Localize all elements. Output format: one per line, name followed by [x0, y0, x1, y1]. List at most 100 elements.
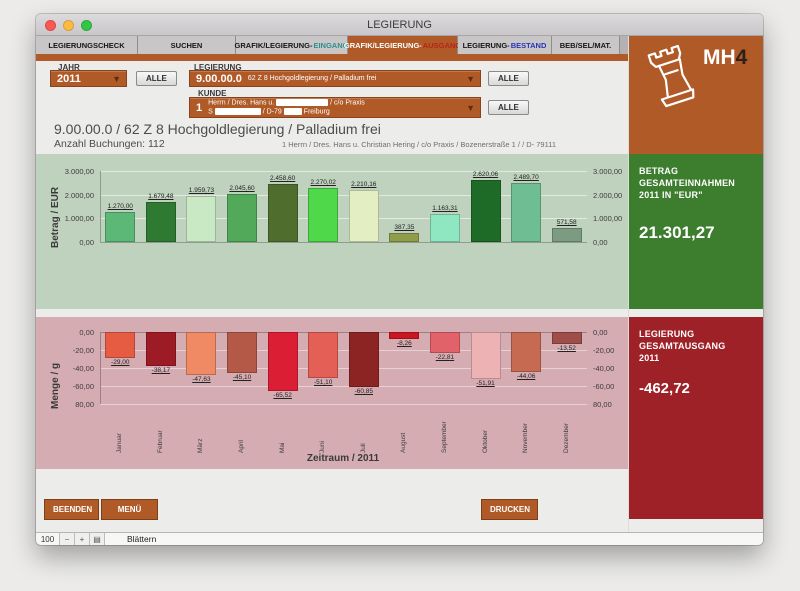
bar-februar — [145, 202, 176, 242]
bar-märz — [186, 195, 217, 242]
summary-line: GESAMTAUSGANG — [639, 341, 726, 351]
tab-label: GRAFIK/LEGIERUNG- — [234, 40, 313, 50]
bar-value-label: 1.270,00 — [107, 202, 133, 210]
jahr-value: 2011 — [57, 72, 81, 85]
bar-value-label: -47,63 — [192, 375, 211, 383]
summary-line: 2011 — [639, 353, 660, 363]
bar-value-label: -65,52 — [273, 391, 292, 399]
bar-value-label: -45,10 — [232, 373, 252, 381]
chart-einnahmen: Betrag / EUR 3.000,00 3.000,00 2.000,00 2.0… — [36, 154, 628, 309]
mode-indicator: Blättern — [127, 534, 157, 544]
bar-november — [511, 332, 542, 372]
bar-september — [429, 332, 460, 353]
traffic-lights — [45, 20, 92, 31]
gridline — [100, 332, 587, 333]
bookings-count: Anzahl Buchungen: 112 — [54, 138, 165, 150]
kunde-alle-button[interactable]: ALLE — [488, 100, 529, 115]
y-tick-label: 1.000,00 — [64, 214, 94, 224]
tab-label: BEB/SEL/MAT. — [559, 40, 612, 50]
legierung-alle-button[interactable]: ALLE — [488, 71, 529, 86]
kunde-code: 1 — [196, 101, 203, 114]
customer-line: 1 Herrn / Dres. Hans u. Christian Hering… — [282, 140, 556, 149]
bar-juni — [308, 188, 339, 242]
tab-beb-sel-mat[interactable]: BEB/SEL/MAT. — [552, 36, 620, 54]
bar-value-label: -22,81 — [435, 353, 455, 361]
einnahmen-summary-panel: BETRAG GESAMTEINNAHMEN 2011 IN "EUR" 21.… — [629, 154, 763, 309]
bar-oktober — [470, 332, 501, 379]
bar-juli — [348, 189, 379, 242]
bar-value-label: -29,00 — [111, 359, 130, 367]
bar-mai — [267, 332, 298, 391]
bar-value-label: 571,58 — [556, 219, 577, 227]
y-tick-label: 3.000,00 — [593, 167, 623, 176]
y-axis-line — [100, 332, 101, 404]
bar-value-label: -13,52 — [557, 345, 576, 353]
y-axis-line — [100, 171, 101, 242]
month-label-juli: Juli — [359, 443, 367, 453]
einnahmen-total-value: 21.301,27 — [639, 223, 715, 242]
zoom-out-button[interactable]: − — [60, 533, 75, 545]
y-tick-label: 2.000,00 — [64, 190, 94, 200]
tab-legierungscheck[interactable]: LEGIERUNGSCHECK — [36, 36, 138, 54]
tab-label: SUCHEN — [170, 40, 203, 50]
record-header: 9.00.00.0 / 62 Z 8 Hochgoldlegierung / P… — [36, 121, 628, 154]
drucken-button[interactable]: DRUCKEN — [481, 499, 538, 520]
zoom-window-button[interactable] — [81, 20, 92, 31]
bar-value-label: 2.489,70 — [513, 174, 539, 182]
tab-label-highlight: EINGANG — [313, 40, 349, 50]
status-bar: 100 − + ▤ Blättern — [36, 532, 763, 545]
logo-panel: MH4 — [629, 36, 763, 154]
bar-value-label: 2.045,60 — [229, 184, 255, 192]
gridline — [100, 218, 587, 220]
minimize-window-button[interactable] — [63, 20, 74, 31]
y-tick-label: 80,00 — [75, 400, 94, 409]
chevron-down-icon: ▼ — [466, 102, 475, 113]
mh4-logo-text: MH4 — [703, 46, 748, 69]
kunde-desc: Herrn / Dres. Hans u. / c/o Praxis S / D… — [208, 99, 365, 115]
jahr-dropdown[interactable]: 2011 ▼ — [50, 70, 127, 87]
chevron-down-icon: ▼ — [112, 73, 121, 84]
gridline — [100, 194, 587, 196]
y-tick-label: -20,00 — [72, 346, 94, 355]
bar-oktober — [470, 179, 501, 242]
jahr-label: JAHR — [58, 63, 80, 72]
tab-suchen[interactable]: SUCHEN — [138, 36, 236, 54]
jahr-alle-button[interactable]: ALLE — [136, 71, 177, 86]
gridline — [100, 242, 587, 243]
y-tick-label: 80,00 — [593, 400, 612, 409]
zoom-level[interactable]: 100 — [36, 533, 60, 545]
bar-november — [511, 183, 542, 242]
bar-value-label: 1.679,48 — [148, 193, 174, 201]
tab-grafik-legierung-ausgang[interactable]: GRAFIK/LEGIERUNG- AUSGANG — [344, 36, 462, 54]
menue-button[interactable]: MENÜ — [101, 499, 158, 520]
bar-juni — [308, 332, 339, 378]
title-bar[interactable]: LEGIERUNG — [36, 14, 763, 36]
bar-juli — [348, 332, 379, 387]
y-tick-label: 2.000,00 — [593, 190, 623, 200]
close-window-button[interactable] — [45, 20, 56, 31]
legierung-dropdown[interactable]: 9.00.00.0 62 Z 8 Hochgoldlegierung / Pal… — [189, 70, 481, 87]
gridline — [100, 350, 587, 351]
month-label-dezember: Dezember — [562, 423, 570, 453]
chevron-down-icon: ▼ — [466, 73, 475, 84]
y-tick-label: 0,00 — [593, 328, 608, 337]
y-tick-label: 3.000,00 — [64, 167, 94, 176]
summary-line: LEGIERUNG — [639, 329, 695, 339]
tab-label-highlight: AUSGANG — [422, 40, 462, 50]
window-title: LEGIERUNG — [367, 18, 432, 31]
bar-januar — [105, 332, 136, 359]
filter-panel: JAHR 2011 ▼ ALLE LEGIERUNG 9.00.00.0 62 … — [36, 61, 628, 121]
y-tick-label: -60,00 — [72, 382, 94, 391]
mh4-rook-icon — [647, 44, 695, 108]
beenden-button[interactable]: BEENDEN — [44, 499, 99, 520]
tab-grafik-legierung-eingang[interactable]: GRAFIK/LEGIERUNG- EINGANG — [234, 36, 349, 54]
gridline — [100, 368, 587, 369]
layout-toggle-icon[interactable]: ▤ — [90, 533, 105, 545]
gridline — [100, 386, 587, 387]
kunde-dropdown[interactable]: 1 Herrn / Dres. Hans u. / c/o Praxis S /… — [189, 97, 481, 118]
redaction-block — [214, 107, 261, 115]
chart-ausgang: Menge / g Zeitraum / 2011 0,00 0,00 -20,00… — [36, 317, 628, 469]
zoom-in-button[interactable]: + — [75, 533, 90, 545]
tab-legierung-bestand[interactable]: LEGIERUNG- BESTAND — [458, 36, 552, 54]
month-label-märz: März — [197, 438, 205, 453]
